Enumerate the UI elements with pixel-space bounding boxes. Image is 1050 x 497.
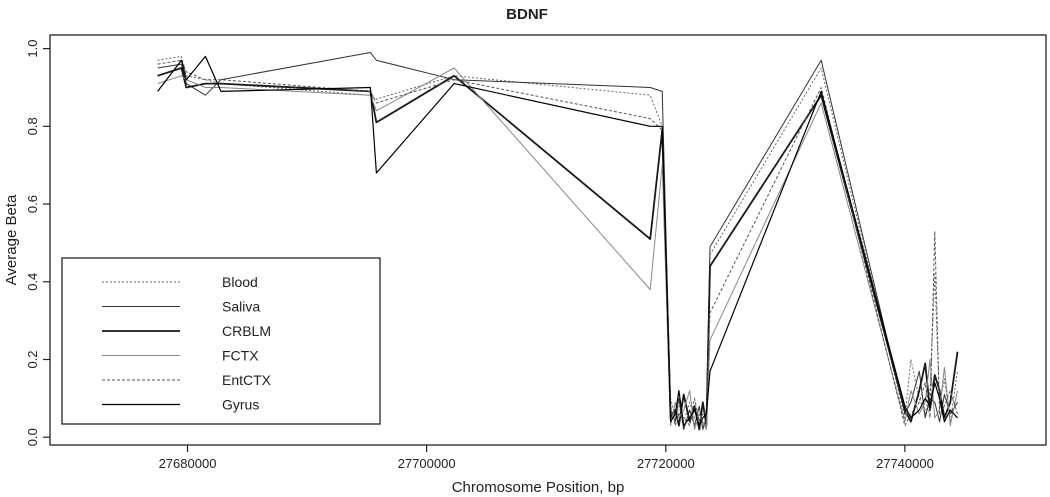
legend-label-blood: Blood [222, 274, 258, 290]
y-axis-label: Average Beta [3, 194, 20, 285]
legend-label-fctx: FCTX [222, 348, 259, 364]
y-tick-label: 1.0 [25, 40, 40, 58]
x-tick-label: 27740000 [876, 456, 934, 471]
y-tick-label: 0.0 [25, 428, 40, 446]
y-axis: 0.0 0.2 0.4 0.6 0.8 1.0 [25, 40, 50, 446]
legend-box [61, 257, 381, 425]
legend-label-crblm: CRBLM [222, 323, 271, 339]
legend: Blood Saliva CRBLM FCTX EntCTX Gyrus [61, 257, 381, 425]
y-tick-label: 0.8 [25, 117, 40, 135]
chart-title: BDNF [506, 6, 548, 23]
y-tick-label: 0.4 [25, 273, 40, 291]
legend-items: Blood Saliva CRBLM FCTX EntCTX Gyrus [102, 274, 272, 413]
x-axis-label: Chromosome Position, bp [452, 479, 625, 496]
x-tick-label: 27720000 [637, 456, 695, 471]
x-axis: 27680000 27700000 27720000 27740000 [159, 445, 934, 471]
legend-label-saliva: Saliva [222, 299, 260, 315]
y-tick-label: 0.2 [25, 350, 40, 368]
legend-label-gyrus: Gyrus [222, 397, 259, 413]
legend-label-entctx: EntCTX [222, 372, 272, 388]
series-lines [157, 52, 959, 431]
series-line-gyrus [157, 55, 958, 427]
x-tick-label: 27700000 [398, 456, 456, 471]
y-tick-label: 0.6 [25, 195, 40, 213]
plot-frame [49, 34, 1047, 446]
x-tick-label: 27680000 [159, 456, 217, 471]
